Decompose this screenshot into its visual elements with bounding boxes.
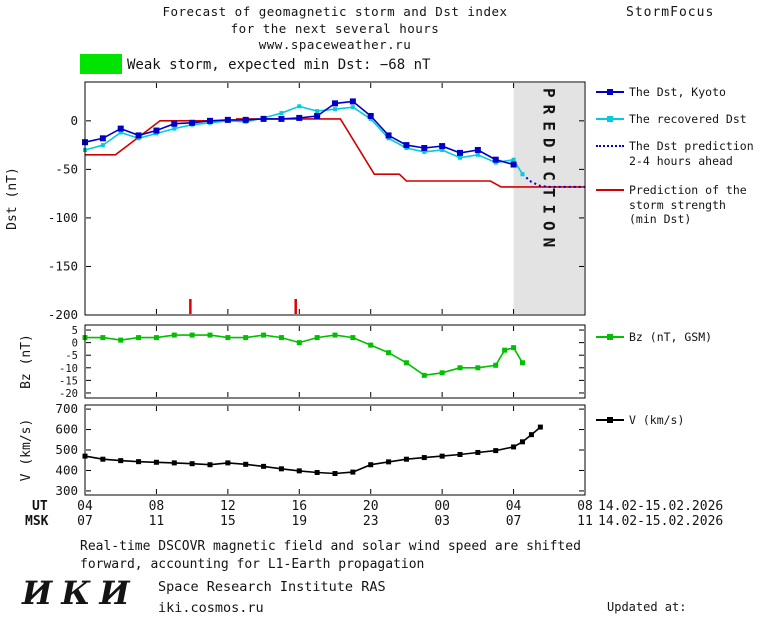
svg-text:03: 03 — [434, 514, 450, 529]
svg-text:14.02-15.02.2026: 14.02-15.02.2026 — [598, 499, 723, 514]
title-line-1: Forecast of geomagnetic storm and Dst in… — [162, 4, 508, 19]
kyoto-square-marker-icon — [607, 89, 613, 95]
svg-text:-20: -20 — [59, 388, 78, 400]
svg-text:5: 5 — [72, 325, 78, 337]
svg-text:-100: -100 — [48, 210, 78, 225]
svg-text:07: 07 — [506, 514, 522, 529]
v-square-marker-icon — [607, 417, 613, 423]
legend-swatch-v — [596, 414, 624, 426]
updated-label: Updated at: — [607, 600, 687, 614]
legend-label: The recovered Dst — [629, 112, 747, 126]
svg-text:-10: -10 — [59, 363, 78, 375]
legend-item-v: V (km/s) — [596, 413, 684, 428]
svg-text:0: 0 — [70, 113, 78, 128]
note-line-1: Real-time DSCOVR magnetic field and sola… — [80, 539, 581, 554]
recovered-square-marker-icon — [607, 116, 613, 122]
svg-text:300: 300 — [55, 483, 78, 498]
svg-text:00: 00 — [434, 499, 450, 514]
svg-text:08: 08 — [149, 499, 165, 514]
svg-text:16: 16 — [291, 499, 307, 514]
propagation-note: Real-time DSCOVR magnetic field and sola… — [80, 538, 581, 573]
legend-item-dst-kyoto: The Dst, Kyoto — [596, 85, 726, 100]
svg-text:Bz (nT): Bz (nT) — [19, 334, 34, 389]
svg-text:14.02-15.02.2026: 14.02-15.02.2026 — [598, 514, 723, 529]
svg-text:-200: -200 — [48, 307, 78, 322]
storm-status-text: Weak storm, expected min Dst: −68 nT — [127, 57, 431, 73]
svg-text:-150: -150 — [48, 258, 78, 273]
legend-label: V (km/s) — [629, 413, 685, 427]
svg-text:23: 23 — [363, 514, 379, 529]
svg-text:19: 19 — [291, 514, 307, 529]
legend-label: Prediction of the storm strength (min Ds… — [629, 183, 747, 226]
svg-text:UT: UT — [32, 499, 48, 514]
brand-stormfocus: StormFocus — [626, 5, 715, 20]
svg-text:12: 12 — [220, 499, 236, 514]
svg-text:0: 0 — [72, 338, 78, 350]
legend-label: The Dst, Kyoto — [629, 85, 726, 99]
institute-name: Space Research Institute RAS — [158, 579, 386, 595]
red-line-sample — [596, 189, 624, 191]
bz-square-marker-icon — [607, 334, 613, 340]
svg-text:20: 20 — [363, 499, 379, 514]
svg-text:-50: -50 — [55, 161, 78, 176]
legend-swatch-recovered — [596, 113, 624, 125]
legend-item-recovered-dst: The recovered Dst — [596, 112, 747, 127]
legend-item-storm-strength: Prediction of the storm strength (min Ds… — [596, 183, 747, 227]
svg-text:04: 04 — [506, 499, 522, 514]
title-site-url: www.spaceweather.ru — [258, 37, 412, 52]
svg-text:11: 11 — [149, 514, 165, 529]
legend-swatch-dst-kyoto — [596, 86, 624, 98]
updated-at-block: Updated at: UT 04:05, 15.02.2026 MSK 07:… — [607, 567, 759, 620]
legend-item-dst-prediction: The Dst prediction 2-4 hours ahead — [596, 139, 754, 168]
svg-text:PREDICTION: PREDICTION — [540, 88, 559, 254]
svg-text:600: 600 — [55, 422, 78, 437]
institute-block: Space Research Institute RAS iki.cosmos.… — [158, 577, 386, 619]
institute-url: iki.cosmos.ru — [158, 600, 264, 616]
legend-item-bz: Bz (nT, GSM) — [596, 330, 712, 345]
page-title: Forecast of geomagnetic storm and Dst in… — [85, 4, 585, 54]
iki-logo: ИКИ — [22, 574, 139, 612]
legend-label: The Dst prediction 2-4 hours ahead — [629, 139, 754, 168]
svg-text:-15: -15 — [59, 375, 78, 387]
legend-swatch-bz — [596, 331, 624, 343]
svg-text:08: 08 — [577, 499, 593, 514]
svg-text:MSK: MSK — [25, 514, 49, 529]
svg-text:04: 04 — [77, 499, 93, 514]
svg-text:700: 700 — [55, 401, 78, 416]
title-line-2: for the next several hours — [230, 20, 440, 36]
svg-text:Dst (nT): Dst (nT) — [5, 167, 20, 230]
prediction-dotted-line-sample — [596, 145, 624, 147]
storm-level-swatch — [80, 54, 122, 74]
svg-text:11: 11 — [577, 514, 593, 529]
svg-text:V (km/s): V (km/s) — [19, 419, 34, 482]
svg-text:400: 400 — [55, 462, 78, 477]
svg-text:07: 07 — [77, 514, 93, 529]
svg-text:-5: -5 — [65, 350, 78, 362]
note-line-2: forward, accounting for L1-Earth propaga… — [80, 556, 425, 572]
legend-swatch-prediction — [596, 140, 624, 152]
svg-text:15: 15 — [220, 514, 236, 529]
svg-text:500: 500 — [55, 442, 78, 457]
legend-label: Bz (nT, GSM) — [629, 330, 713, 344]
legend-swatch-storm-strength — [596, 184, 624, 196]
